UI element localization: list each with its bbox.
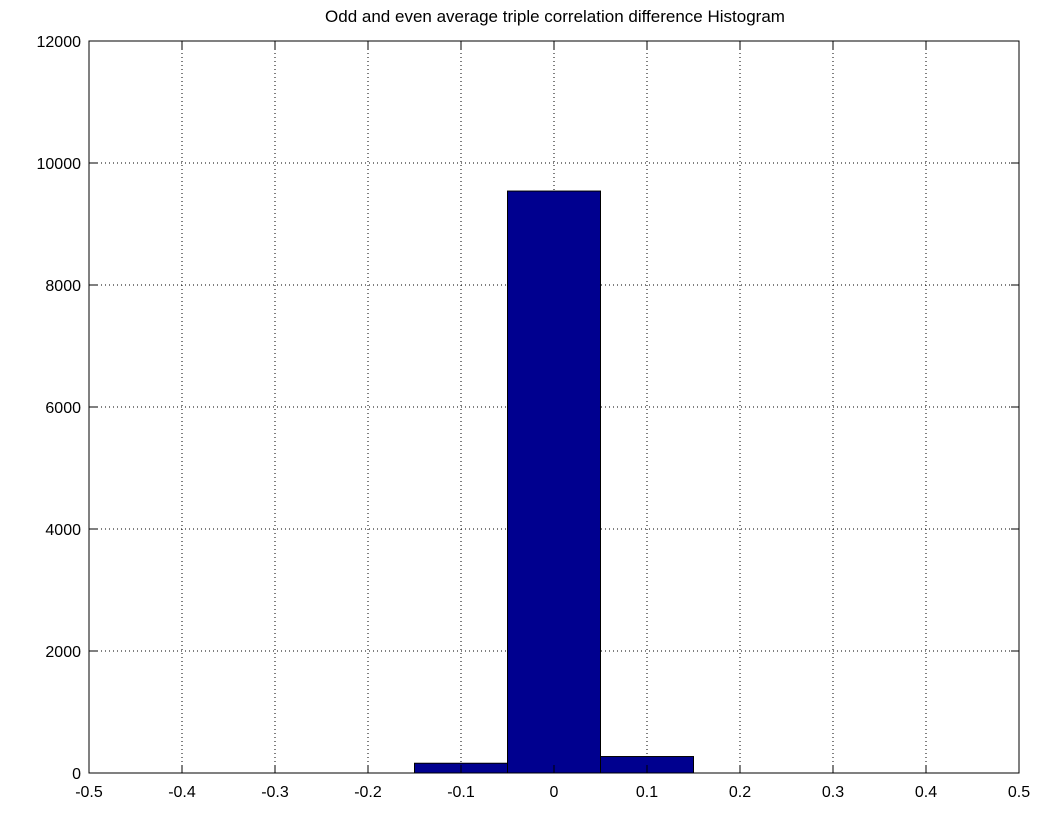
y-tick-label: 6000 bbox=[45, 400, 81, 417]
y-tick-label: 2000 bbox=[45, 644, 81, 661]
x-tick-label: -0.4 bbox=[168, 784, 196, 801]
x-axis-tick-labels: -0.5 -0.4 -0.3 -0.2 -0.1 0 0.1 0.2 0.3 0.4 0.5 bbox=[75, 784, 1030, 801]
axis-ticks bbox=[88, 40, 1020, 774]
x-tick-label: -0.1 bbox=[447, 784, 475, 801]
histogram-bars bbox=[414, 190, 694, 774]
x-tick-label: 0.1 bbox=[636, 784, 658, 801]
x-tick-label: 0.2 bbox=[729, 784, 751, 801]
y-tick-label: 12000 bbox=[37, 34, 82, 51]
x-tick-label: -0.3 bbox=[261, 784, 289, 801]
y-tick-label: 4000 bbox=[45, 522, 81, 539]
y-tick-label: 10000 bbox=[37, 156, 82, 173]
y-axis-tick-labels: 0 2000 4000 6000 8000 10000 12000 bbox=[37, 34, 82, 783]
x-tick-label: 0.4 bbox=[915, 784, 937, 801]
x-tick-label: 0.5 bbox=[1008, 784, 1030, 801]
x-tick-label: -0.2 bbox=[354, 784, 382, 801]
x-tick-label: -0.5 bbox=[75, 784, 103, 801]
x-tick-label: 0.3 bbox=[822, 784, 844, 801]
y-tick-label: 0 bbox=[72, 766, 81, 783]
chart-title: Odd and even average triple correlation … bbox=[325, 7, 785, 26]
x-tick-label: 0 bbox=[550, 784, 559, 801]
histogram-bar bbox=[507, 190, 601, 774]
y-tick-label: 8000 bbox=[45, 278, 81, 295]
